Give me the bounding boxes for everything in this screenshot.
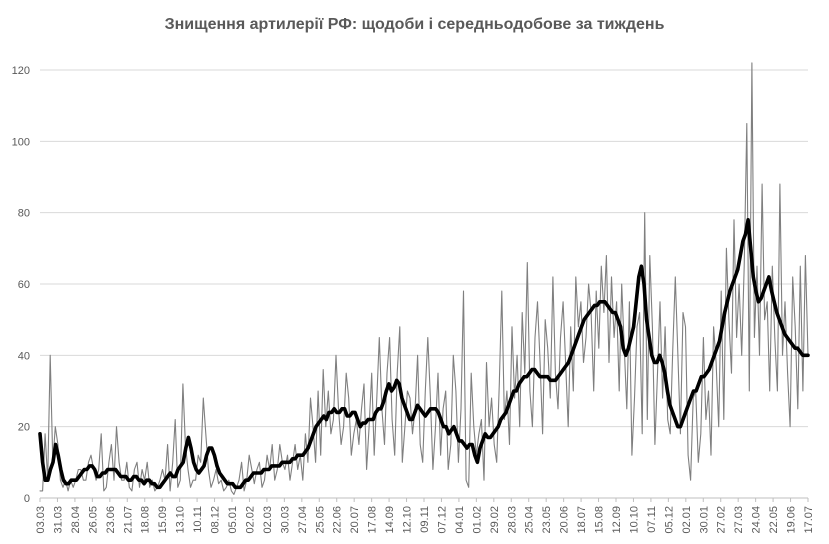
- x-tick-label: 25.05: [314, 506, 326, 534]
- x-tick-label: 29.02: [489, 506, 501, 534]
- x-tick-label: 10.11: [192, 506, 204, 533]
- x-tick-label: 27.04: [297, 506, 309, 534]
- x-tick-label: 26.05: [87, 506, 99, 534]
- y-tick-label: 40: [18, 350, 30, 362]
- x-tick-label: 04.01: [454, 506, 466, 534]
- x-tick-label: 22.05: [768, 506, 780, 534]
- x-tick-label: 10.10: [628, 506, 640, 534]
- x-tick-label: 27.03: [733, 506, 745, 534]
- x-tick-label: 23.06: [105, 506, 117, 534]
- series-line-weekly: [38, 218, 810, 490]
- x-tick-label: 15.08: [594, 506, 606, 534]
- x-tick-label: 22.06: [332, 506, 344, 534]
- x-tick-label: 17.08: [367, 506, 379, 534]
- y-tick-label: 80: [18, 208, 30, 220]
- series-line-daily: [39, 62, 809, 495]
- series-lines: [38, 62, 810, 495]
- x-tick-label: 30.03: [279, 506, 291, 534]
- x-tick-label: 02.01: [681, 506, 693, 534]
- y-tick-label: 100: [12, 136, 30, 148]
- x-tick-label: 07.11: [646, 506, 658, 533]
- x-tick-label: 20.06: [559, 506, 571, 534]
- x-tick-label: 08.12: [210, 506, 222, 534]
- x-tick-label: 05.01: [227, 506, 239, 534]
- x-tick-label: 14.09: [384, 506, 396, 534]
- x-tick-label: 25.04: [524, 506, 536, 534]
- x-tick-label: 12.10: [402, 506, 414, 534]
- y-tick-label: 120: [12, 65, 30, 77]
- x-tick-label: 24.04: [751, 506, 763, 534]
- x-tick-label: 19.06: [786, 506, 798, 534]
- x-tick-label: 09.11: [419, 506, 431, 533]
- x-tick-label: 23.05: [541, 506, 553, 534]
- x-tick-label: 13.10: [175, 506, 187, 534]
- x-tick-label: 27.02: [716, 506, 728, 534]
- x-tick-label: 02.03: [262, 506, 274, 534]
- x-tick-label: 18.08: [140, 506, 152, 534]
- x-tick-label: 03.03: [35, 506, 47, 534]
- x-tick-label: 28.03: [506, 506, 518, 534]
- x-tick-label: 12.09: [611, 506, 623, 534]
- x-tick-label: 17.07: [803, 506, 815, 534]
- x-tick-label: 31.03: [52, 506, 64, 534]
- y-tick-label: 60: [18, 279, 30, 291]
- x-tick-label: 28.04: [70, 506, 82, 534]
- x-tick-label: 18.07: [576, 506, 588, 534]
- x-tick-label: 07.12: [436, 506, 448, 534]
- x-tick-label: 21.07: [122, 506, 134, 534]
- x-tick-label: 20.07: [349, 506, 361, 534]
- y-tick-label: 0: [24, 493, 30, 505]
- x-tick-label: 01.02: [471, 506, 483, 534]
- x-tick-label: 05.12: [663, 506, 675, 534]
- y-tick-label: 20: [18, 422, 30, 434]
- axes: 0 20 40 60 80 100 120 03.03 31.03 28.04 26.05 23.06…: [12, 65, 815, 534]
- x-tick-label: 02.02: [244, 506, 256, 534]
- x-tick-label: 30.01: [698, 506, 710, 534]
- chart-title: Знищення артилерії РФ: щодоби і середньо…: [164, 16, 665, 33]
- x-tick-label: 15.09: [157, 506, 169, 534]
